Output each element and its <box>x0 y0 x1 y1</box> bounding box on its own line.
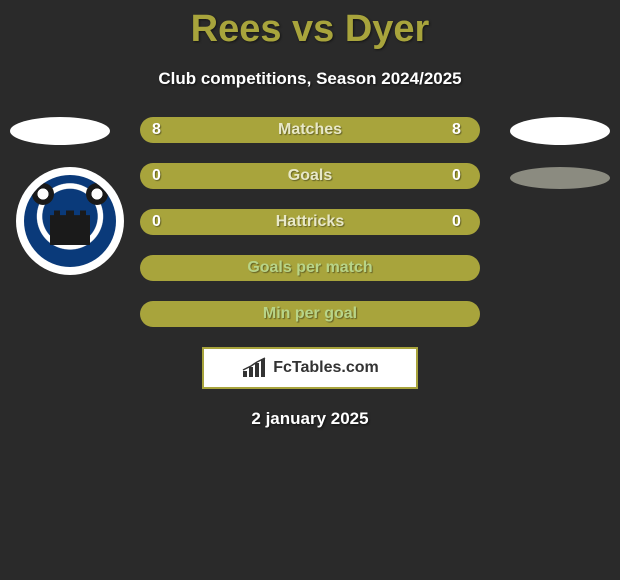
stat-row-matches: 8 Matches 8 <box>140 117 480 143</box>
player-left-club-crest <box>16 167 124 275</box>
stat-right-value: 0 <box>452 213 468 231</box>
page-title: Rees vs Dyer <box>0 0 620 51</box>
stat-right-value: 0 <box>452 167 468 185</box>
player-left-avatar-placeholder <box>10 117 110 145</box>
generation-date: 2 january 2025 <box>0 409 620 429</box>
stats-area: 8 Matches 8 0 Goals 0 0 Hattricks 0 Goal… <box>0 117 620 429</box>
branding-badge[interactable]: FcTables.com <box>202 347 418 389</box>
comparison-card: Rees vs Dyer Club competitions, Season 2… <box>0 0 620 429</box>
subtitle: Club competitions, Season 2024/2025 <box>0 69 620 89</box>
stat-row-goals-per-match: Goals per match <box>140 255 480 281</box>
stat-label: Matches <box>278 121 342 139</box>
stat-label: Goals <box>288 167 332 185</box>
stat-left-value: 0 <box>152 167 168 185</box>
stat-row-min-per-goal: Min per goal <box>140 301 480 327</box>
player-right-club-placeholder <box>510 167 610 189</box>
stat-row-goals: 0 Goals 0 <box>140 163 480 189</box>
stat-label: Min per goal <box>263 305 357 323</box>
stat-right-value: 8 <box>452 121 468 139</box>
player-right-avatar-placeholder <box>510 117 610 145</box>
club-crest-icon <box>24 175 116 267</box>
brand-text: FcTables.com <box>273 359 379 377</box>
bar-chart-icon <box>241 357 269 379</box>
stat-row-hattricks: 0 Hattricks 0 <box>140 209 480 235</box>
stat-label: Hattricks <box>276 213 344 231</box>
stat-label: Goals per match <box>247 259 372 277</box>
stat-left-value: 8 <box>152 121 168 139</box>
stat-left-value: 0 <box>152 213 168 231</box>
stat-rows: 8 Matches 8 0 Goals 0 0 Hattricks 0 Goal… <box>140 117 480 327</box>
